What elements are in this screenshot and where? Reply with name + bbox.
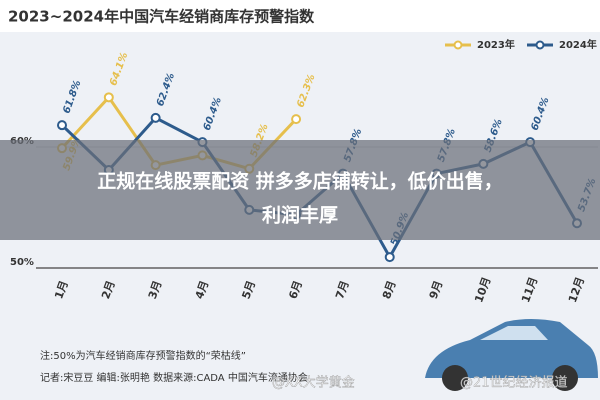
banner-text: 正规在线股票配资 拼多多店铺转让，低价出售，	[97, 170, 503, 193]
legend-label: 2023年	[477, 38, 515, 51]
x-tick-label: 12月	[566, 275, 587, 304]
point	[384, 252, 395, 263]
point	[57, 120, 67, 131]
title-bar	[0, 0, 600, 32]
note: 注:50%为汽车经销商库存预警指数的“荣枯线”	[40, 349, 246, 362]
x-tick-label: 6月	[286, 279, 305, 301]
legend-marker	[453, 40, 463, 50]
x-tick-label: 4月	[193, 279, 212, 301]
x-tick-label: 11月	[519, 275, 540, 304]
point	[291, 114, 302, 125]
point	[150, 112, 161, 123]
x-tick-label: 1月	[52, 279, 71, 301]
x-tick-label: 7月	[333, 279, 352, 301]
x-tick-label: 2月	[99, 279, 118, 301]
data-label: 62.4%	[155, 72, 177, 108]
x-tick-label: 5月	[240, 279, 259, 301]
banner-text: 利润丰厚	[262, 204, 338, 227]
legend-marker	[535, 40, 545, 50]
y-tick-label: 50%	[10, 257, 34, 268]
data-label: 60.4%	[202, 96, 224, 132]
banner-band	[0, 140, 600, 240]
x-tick-label: 9月	[427, 279, 446, 301]
data-label: 64.1%	[108, 51, 130, 87]
x-tick-label: 3月	[146, 279, 165, 301]
data-label: 60.4%	[529, 96, 551, 132]
x-tick-label: 10月	[472, 275, 493, 304]
data-label: 61.8%	[61, 79, 83, 115]
x-tick-label: 8月	[380, 279, 399, 301]
point	[103, 92, 114, 103]
note: 记者:宋豆豆 编辑:张明艳 数据来源:CADA 中国汽车流通协会	[40, 371, 308, 384]
watermark: @21世纪经济报道	[460, 376, 568, 391]
car-illustration	[425, 319, 598, 391]
watermark: @XX大学黄金	[272, 375, 355, 391]
chart-title: 2023~2024年中国汽车经销商库存预警指数	[8, 8, 315, 26]
data-label: 62.3%	[295, 73, 317, 109]
legend-label: 2024年	[559, 38, 597, 51]
